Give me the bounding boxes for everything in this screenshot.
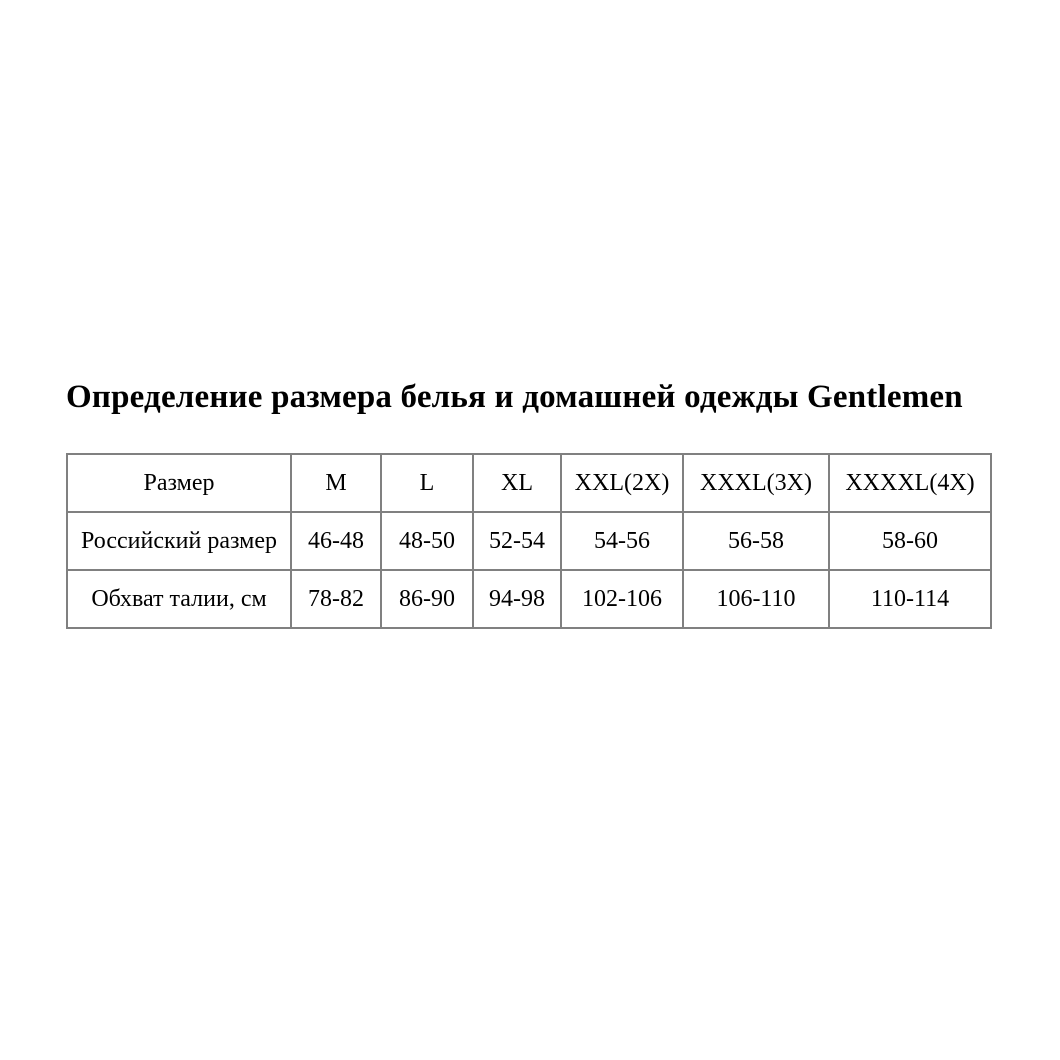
header-cell-xxxl: XXXL(3X) [682, 453, 830, 513]
header-cell-xl: XL [472, 453, 562, 513]
header-cell-m: M [290, 453, 382, 513]
page-title: Определение размера белья и домашней оде… [66, 379, 963, 415]
data-cell: 58-60 [828, 511, 992, 571]
data-cell: 86-90 [380, 569, 474, 629]
data-cell: 102-106 [560, 569, 684, 629]
table-row-waist: Обхват талии, см 78-82 86-90 94-98 102-1… [66, 569, 992, 629]
data-cell: 48-50 [380, 511, 474, 571]
row-label: Обхват талии, см [66, 569, 292, 629]
data-cell: 56-58 [682, 511, 830, 571]
header-cell-size: Размер [66, 453, 292, 513]
data-cell: 52-54 [472, 511, 562, 571]
header-cell-xxxxl: XXXXL(4X) [828, 453, 992, 513]
table-row-russian-size: Российский размер 46-48 48-50 52-54 54-5… [66, 511, 992, 571]
data-cell: 46-48 [290, 511, 382, 571]
data-cell: 94-98 [472, 569, 562, 629]
data-cell: 78-82 [290, 569, 382, 629]
size-chart-table: Размер M L XL XXL(2X) XXXL(3X) XXXXL(4X)… [66, 453, 992, 629]
row-label: Российский размер [66, 511, 292, 571]
data-cell: 110-114 [828, 569, 992, 629]
table-header-row: Размер M L XL XXL(2X) XXXL(3X) XXXXL(4X) [66, 453, 992, 513]
header-cell-l: L [380, 453, 474, 513]
data-cell: 106-110 [682, 569, 830, 629]
header-cell-xxl: XXL(2X) [560, 453, 684, 513]
data-cell: 54-56 [560, 511, 684, 571]
